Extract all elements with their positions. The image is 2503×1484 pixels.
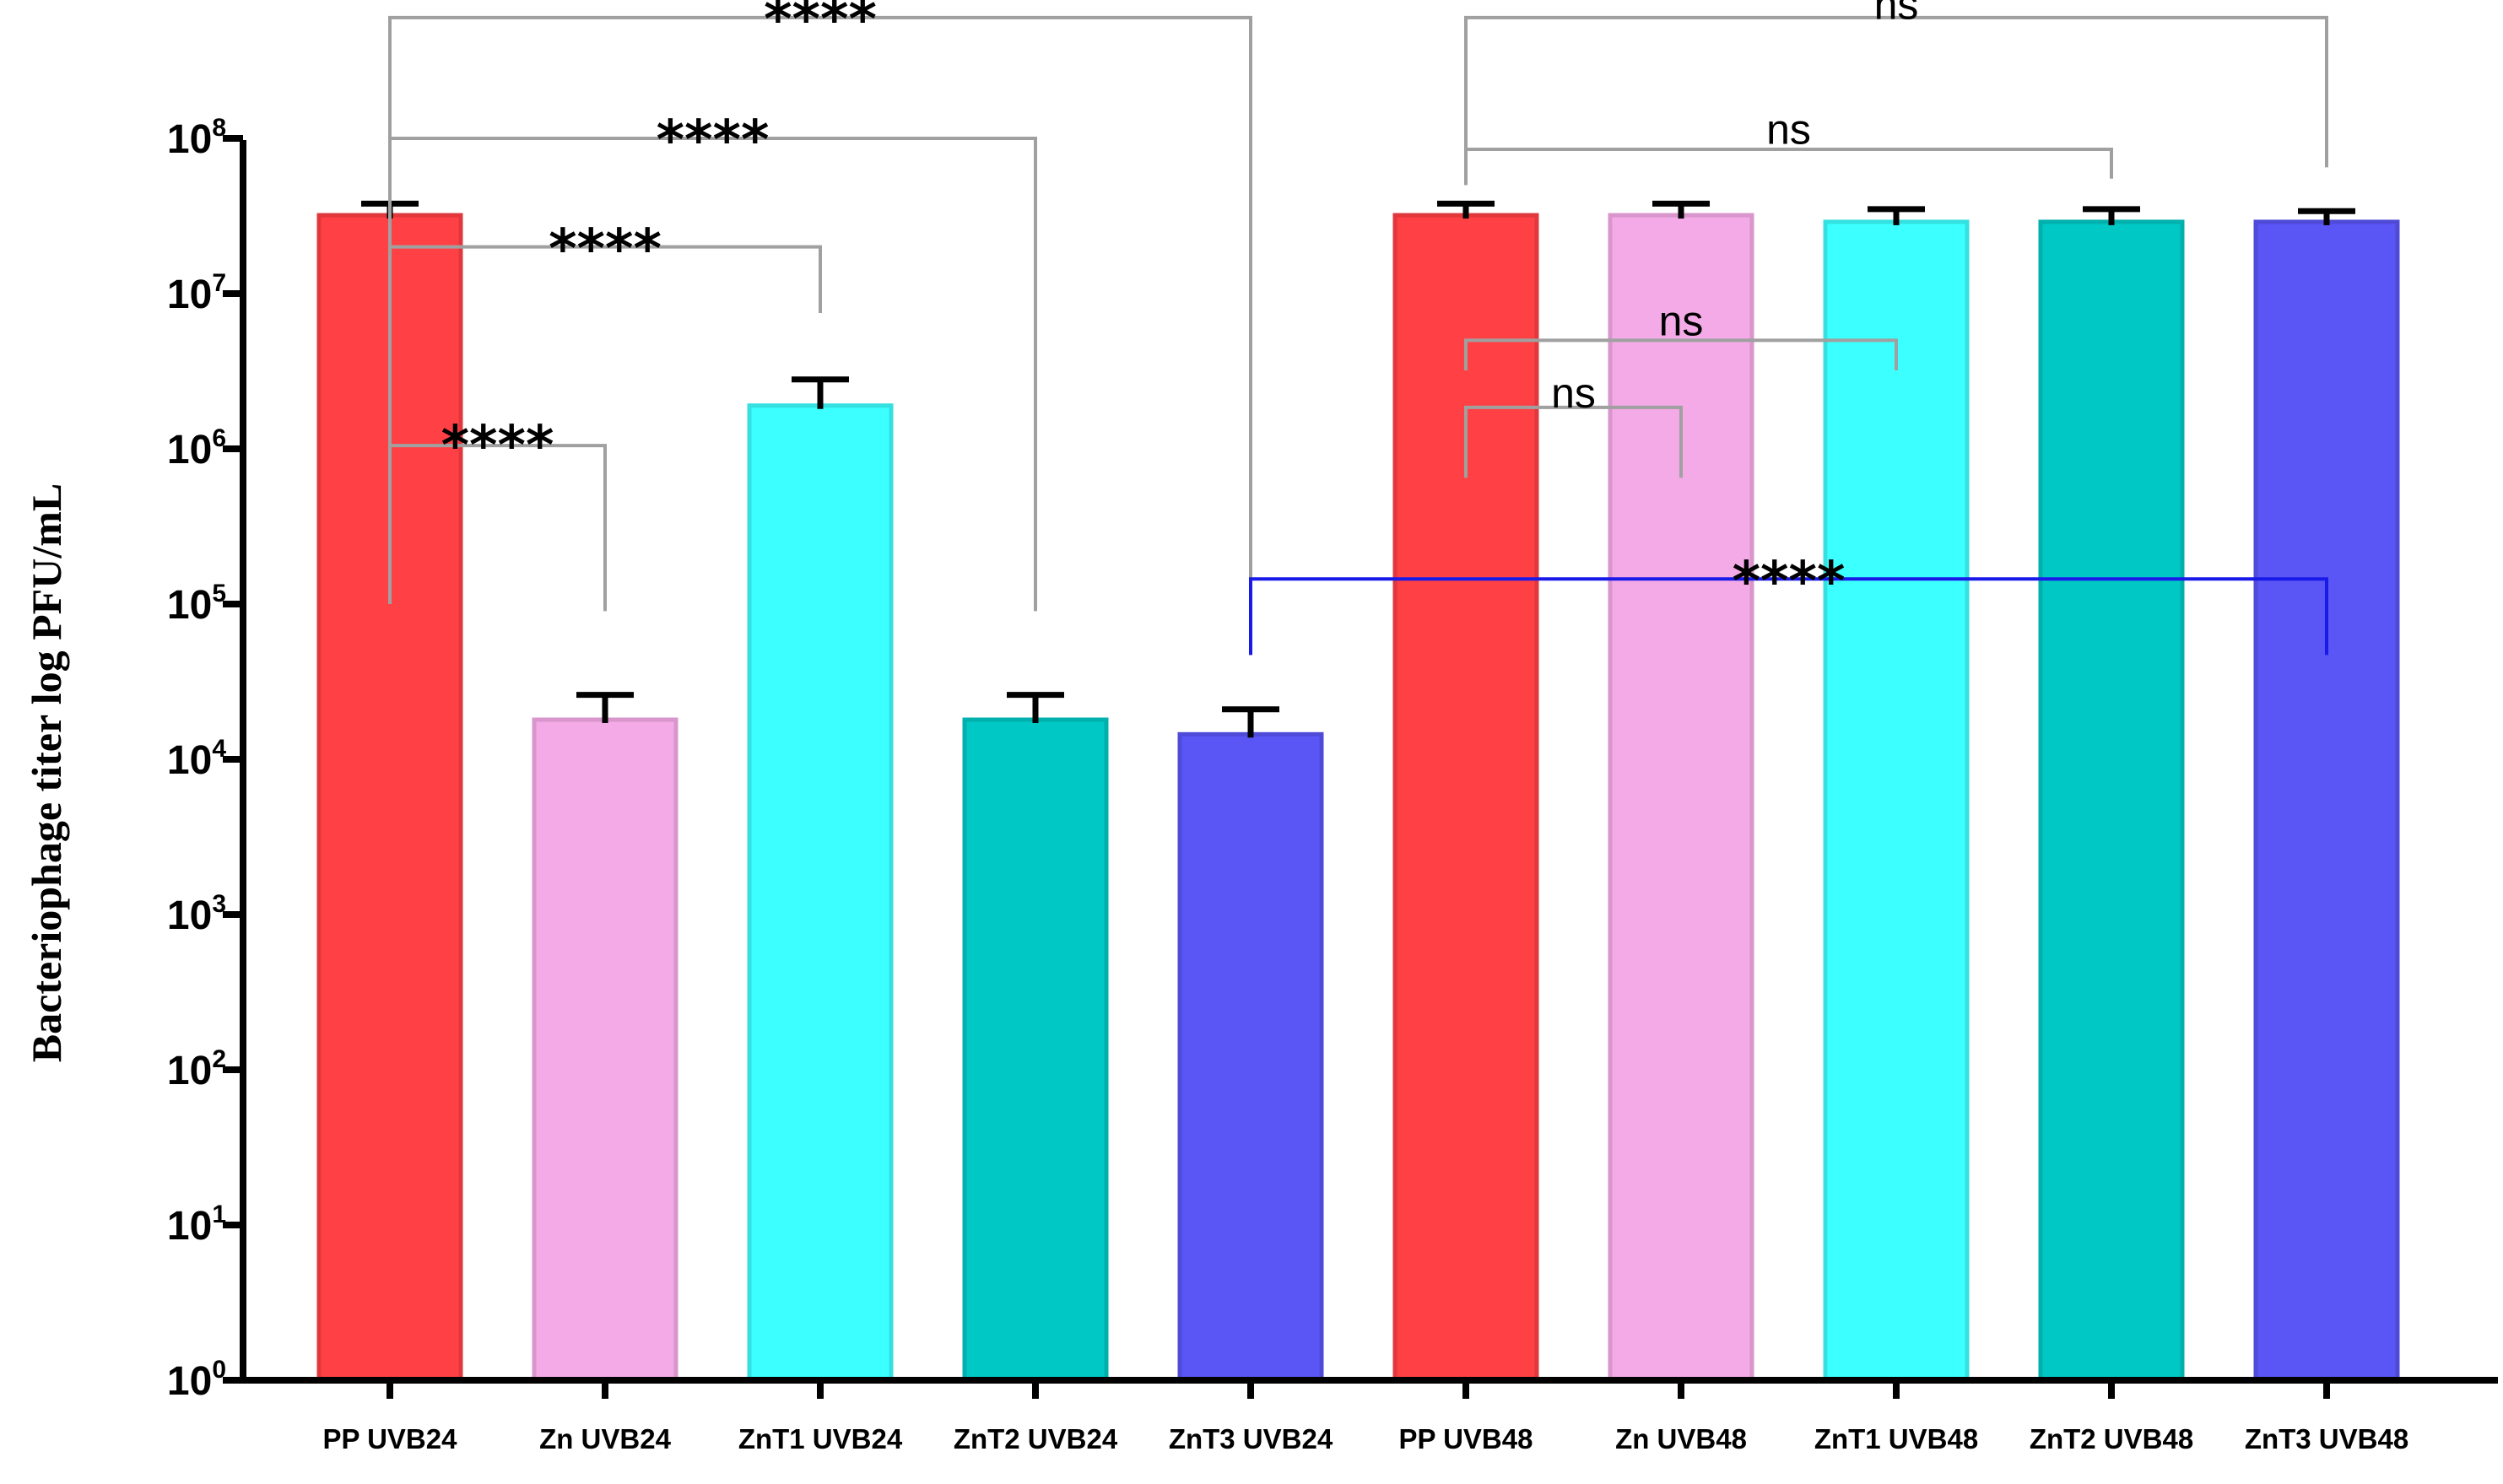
significance-label: **** — [441, 415, 554, 478]
bar-znt2-uvb24 — [962, 717, 1109, 1383]
y-tick-label: 101 — [167, 1201, 226, 1249]
significance-label: ns — [1551, 370, 1596, 417]
y-tick-label: 104 — [167, 735, 226, 783]
x-tick-label: Zn UVB24 — [539, 1423, 672, 1454]
significance-bracket — [388, 137, 1037, 612]
y-tick-label: 108 — [167, 114, 226, 162]
significance-label: **** — [549, 219, 662, 281]
significance-bracket — [388, 245, 822, 313]
bar-znt1-uvb24 — [747, 403, 894, 1383]
bar-zn-uvb24 — [532, 717, 678, 1383]
y-tick-label: 102 — [167, 1045, 226, 1093]
y-axis-title: Bacteriophage titer log PFU/mL — [23, 483, 70, 1062]
bars-group — [316, 213, 2400, 1383]
significance-label: ns — [1659, 298, 1704, 345]
significance-bracket — [1464, 338, 1898, 371]
bar-pp-uvb48 — [1392, 213, 1539, 1383]
x-tick-label: ZnT1 UVB48 — [1814, 1423, 1978, 1454]
significance-bracket — [1464, 405, 1683, 478]
significance-label: **** — [1733, 551, 1846, 613]
x-tick-label: ZnT2 UVB24 — [954, 1423, 1118, 1454]
y-tick-label: 105 — [167, 580, 226, 628]
significance-label: ns — [1874, 0, 1919, 29]
significance-group: **** **** **** **** ns ns ns ns **** — [388, 0, 2328, 656]
x-tick-label: PP UVB24 — [323, 1423, 458, 1454]
x-tick-label: PP UVB48 — [1399, 1423, 1533, 1454]
y-tick-label: 100 — [167, 1356, 226, 1404]
significance-label: **** — [764, 0, 877, 51]
x-tick-label: Zn UVB48 — [1615, 1423, 1747, 1454]
bar-zn-uvb48 — [1608, 213, 1754, 1383]
bar-znt1-uvb48 — [1823, 219, 1970, 1383]
x-tick-label: ZnT2 UVB48 — [2030, 1423, 2193, 1454]
x-tick-label: ZnT3 UVB48 — [2245, 1423, 2408, 1454]
y-tick-label: 103 — [167, 890, 226, 938]
bar-znt3-uvb24 — [1177, 731, 1324, 1383]
x-tick-label: ZnT3 UVB24 — [1169, 1423, 1333, 1454]
significance-bracket — [1464, 147, 2113, 179]
significance-bracket — [1464, 15, 2328, 186]
significance-bracket — [1249, 577, 2328, 656]
significance-bracket — [388, 444, 607, 612]
y-tick-label: 106 — [167, 424, 226, 472]
bar-znt2-uvb48 — [2038, 219, 2185, 1383]
bar-znt3-uvb48 — [2253, 219, 2400, 1383]
axes-group: PP UVB24 Zn UVB24 ZnT1 UVB24 ZnT2 UVB24 ZnT3… — [167, 114, 2498, 1454]
y-tick-label: 107 — [167, 269, 226, 317]
significance-label: ns — [1766, 105, 1811, 153]
significance-label: **** — [657, 110, 770, 172]
x-tick-label: ZnT1 UVB24 — [738, 1423, 903, 1454]
